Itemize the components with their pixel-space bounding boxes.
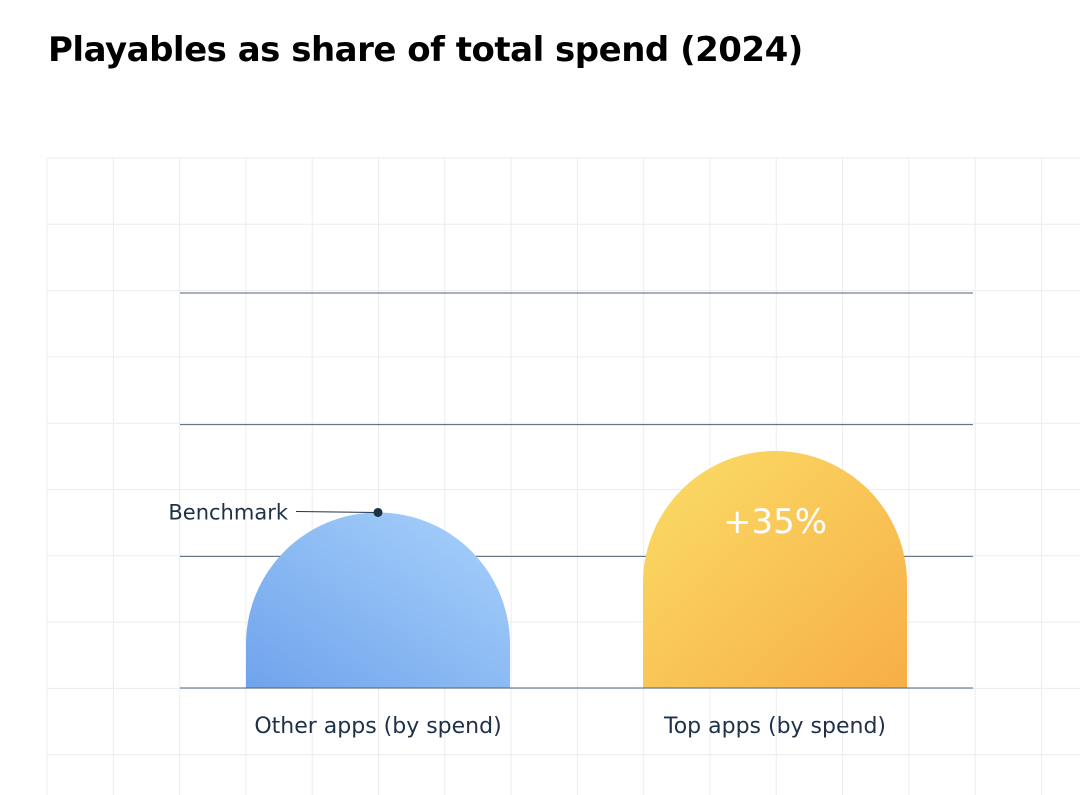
data-label-top-apps: +35%	[723, 502, 827, 542]
benchmark-annotation: Benchmark	[168, 500, 288, 524]
x-tick-label-other-apps: Other apps (by spend)	[254, 714, 501, 739]
benchmark-marker	[373, 507, 383, 517]
x-tick-label-top-apps: Top apps (by spend)	[663, 714, 886, 739]
bar-top-apps	[643, 451, 907, 688]
benchmark-leader-line	[295, 510, 379, 513]
page-title: Playables as share of total spend (2024)	[48, 30, 803, 70]
bar-other-apps	[246, 512, 510, 688]
background-grid	[46, 157, 1080, 795]
